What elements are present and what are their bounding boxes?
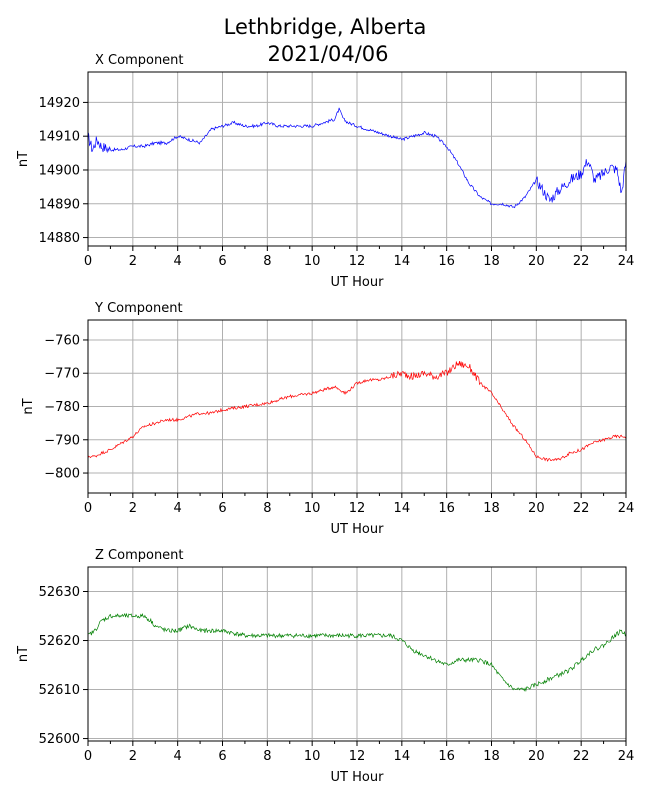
subplot-title: Y Component — [94, 301, 183, 316]
x-tick-label: 18 — [483, 749, 500, 764]
series-line — [87, 612, 627, 693]
x-tick-label: 22 — [573, 254, 590, 269]
panel-1: 0 2 4 6 8 10 12 14 16 18 20 22 241488014890149001491… — [16, 53, 634, 290]
y-tick-label: 52610 — [39, 683, 80, 698]
x-tick-label: 20 — [528, 254, 545, 269]
x-tick-label: 4 — [174, 254, 182, 269]
y-tick-label: 14910 — [39, 130, 80, 145]
x-tick-label: 12 — [349, 749, 366, 764]
y-tick-label: −780 — [44, 400, 80, 415]
x-tick-label: 20 — [528, 501, 545, 516]
x-tick-label: 14 — [394, 749, 411, 764]
x-tick-label: 0 — [84, 749, 92, 764]
y-tick-label: 14890 — [39, 197, 80, 212]
y-tick-label: 14920 — [39, 96, 80, 111]
figure-title-location: Lethbridge, Alberta — [224, 15, 427, 39]
x-tick-label: 0 — [84, 254, 92, 269]
x-tick-label: 18 — [483, 501, 500, 516]
subplot-title: X Component — [95, 53, 184, 68]
series-line — [87, 361, 627, 462]
x-tick-label: 14 — [394, 501, 411, 516]
y-tick-label: −770 — [44, 367, 80, 382]
x-tick-label: 8 — [263, 254, 271, 269]
y-tick-label: −760 — [44, 333, 80, 348]
x-tick-label: 24 — [618, 501, 635, 516]
x-tick-label: 10 — [304, 501, 321, 516]
panels-group: 0 2 4 6 8 10 12 14 16 18 20 22 241488014890149001491… — [16, 53, 634, 785]
y-tick-label: 52620 — [39, 634, 80, 649]
x-tick-label: 6 — [218, 749, 226, 764]
x-tick-label: 4 — [174, 749, 182, 764]
x-axis-label: UT Hour — [331, 275, 385, 290]
y-axis-label: nT — [16, 151, 31, 167]
x-tick-label: 20 — [528, 749, 545, 764]
y-tick-label: −790 — [44, 433, 80, 448]
x-tick-label: 6 — [218, 254, 226, 269]
y-axis-label: nT — [16, 646, 31, 662]
y-tick-label: 52600 — [39, 732, 80, 747]
x-tick-label: 12 — [349, 501, 366, 516]
x-tick-label: 16 — [438, 254, 455, 269]
panel-2: 0 2 4 6 8 10 12 14 16 18 20 22 24−760−770−780−790−80… — [21, 301, 634, 537]
x-tick-label: 18 — [483, 254, 500, 269]
y-tick-label: −800 — [44, 467, 80, 482]
x-tick-label: 24 — [618, 254, 635, 269]
x-tick-label: 0 — [84, 501, 92, 516]
x-tick-label: 12 — [349, 254, 366, 269]
x-tick-label: 10 — [304, 254, 321, 269]
y-axis-label: nT — [21, 398, 36, 414]
x-tick-label: 2 — [129, 254, 137, 269]
panel-3: 0 2 4 6 8 10 12 14 16 18 20 22 245260052610526205263… — [16, 548, 634, 785]
x-tick-label: 8 — [263, 501, 271, 516]
x-tick-label: 14 — [394, 254, 411, 269]
series-line — [87, 107, 627, 209]
figure-title-date: 2021/04/06 — [267, 42, 388, 66]
x-tick-label: 16 — [438, 749, 455, 764]
x-axis-label: UT Hour — [331, 522, 385, 537]
x-tick-label: 4 — [174, 501, 182, 516]
x-tick-label: 22 — [573, 749, 590, 764]
x-tick-label: 16 — [438, 501, 455, 516]
subplot-title: Z Component — [95, 548, 184, 563]
x-tick-label: 24 — [618, 749, 635, 764]
x-tick-label: 8 — [263, 749, 271, 764]
x-tick-label: 22 — [573, 501, 590, 516]
x-tick-label: 6 — [218, 501, 226, 516]
y-tick-label: 14900 — [39, 163, 80, 178]
y-tick-label: 14880 — [39, 231, 80, 246]
x-tick-label: 2 — [129, 501, 137, 516]
x-tick-label: 2 — [129, 749, 137, 764]
y-tick-label: 52630 — [39, 585, 80, 600]
x-tick-label: 10 — [304, 749, 321, 764]
x-axis-label: UT Hour — [331, 770, 385, 785]
